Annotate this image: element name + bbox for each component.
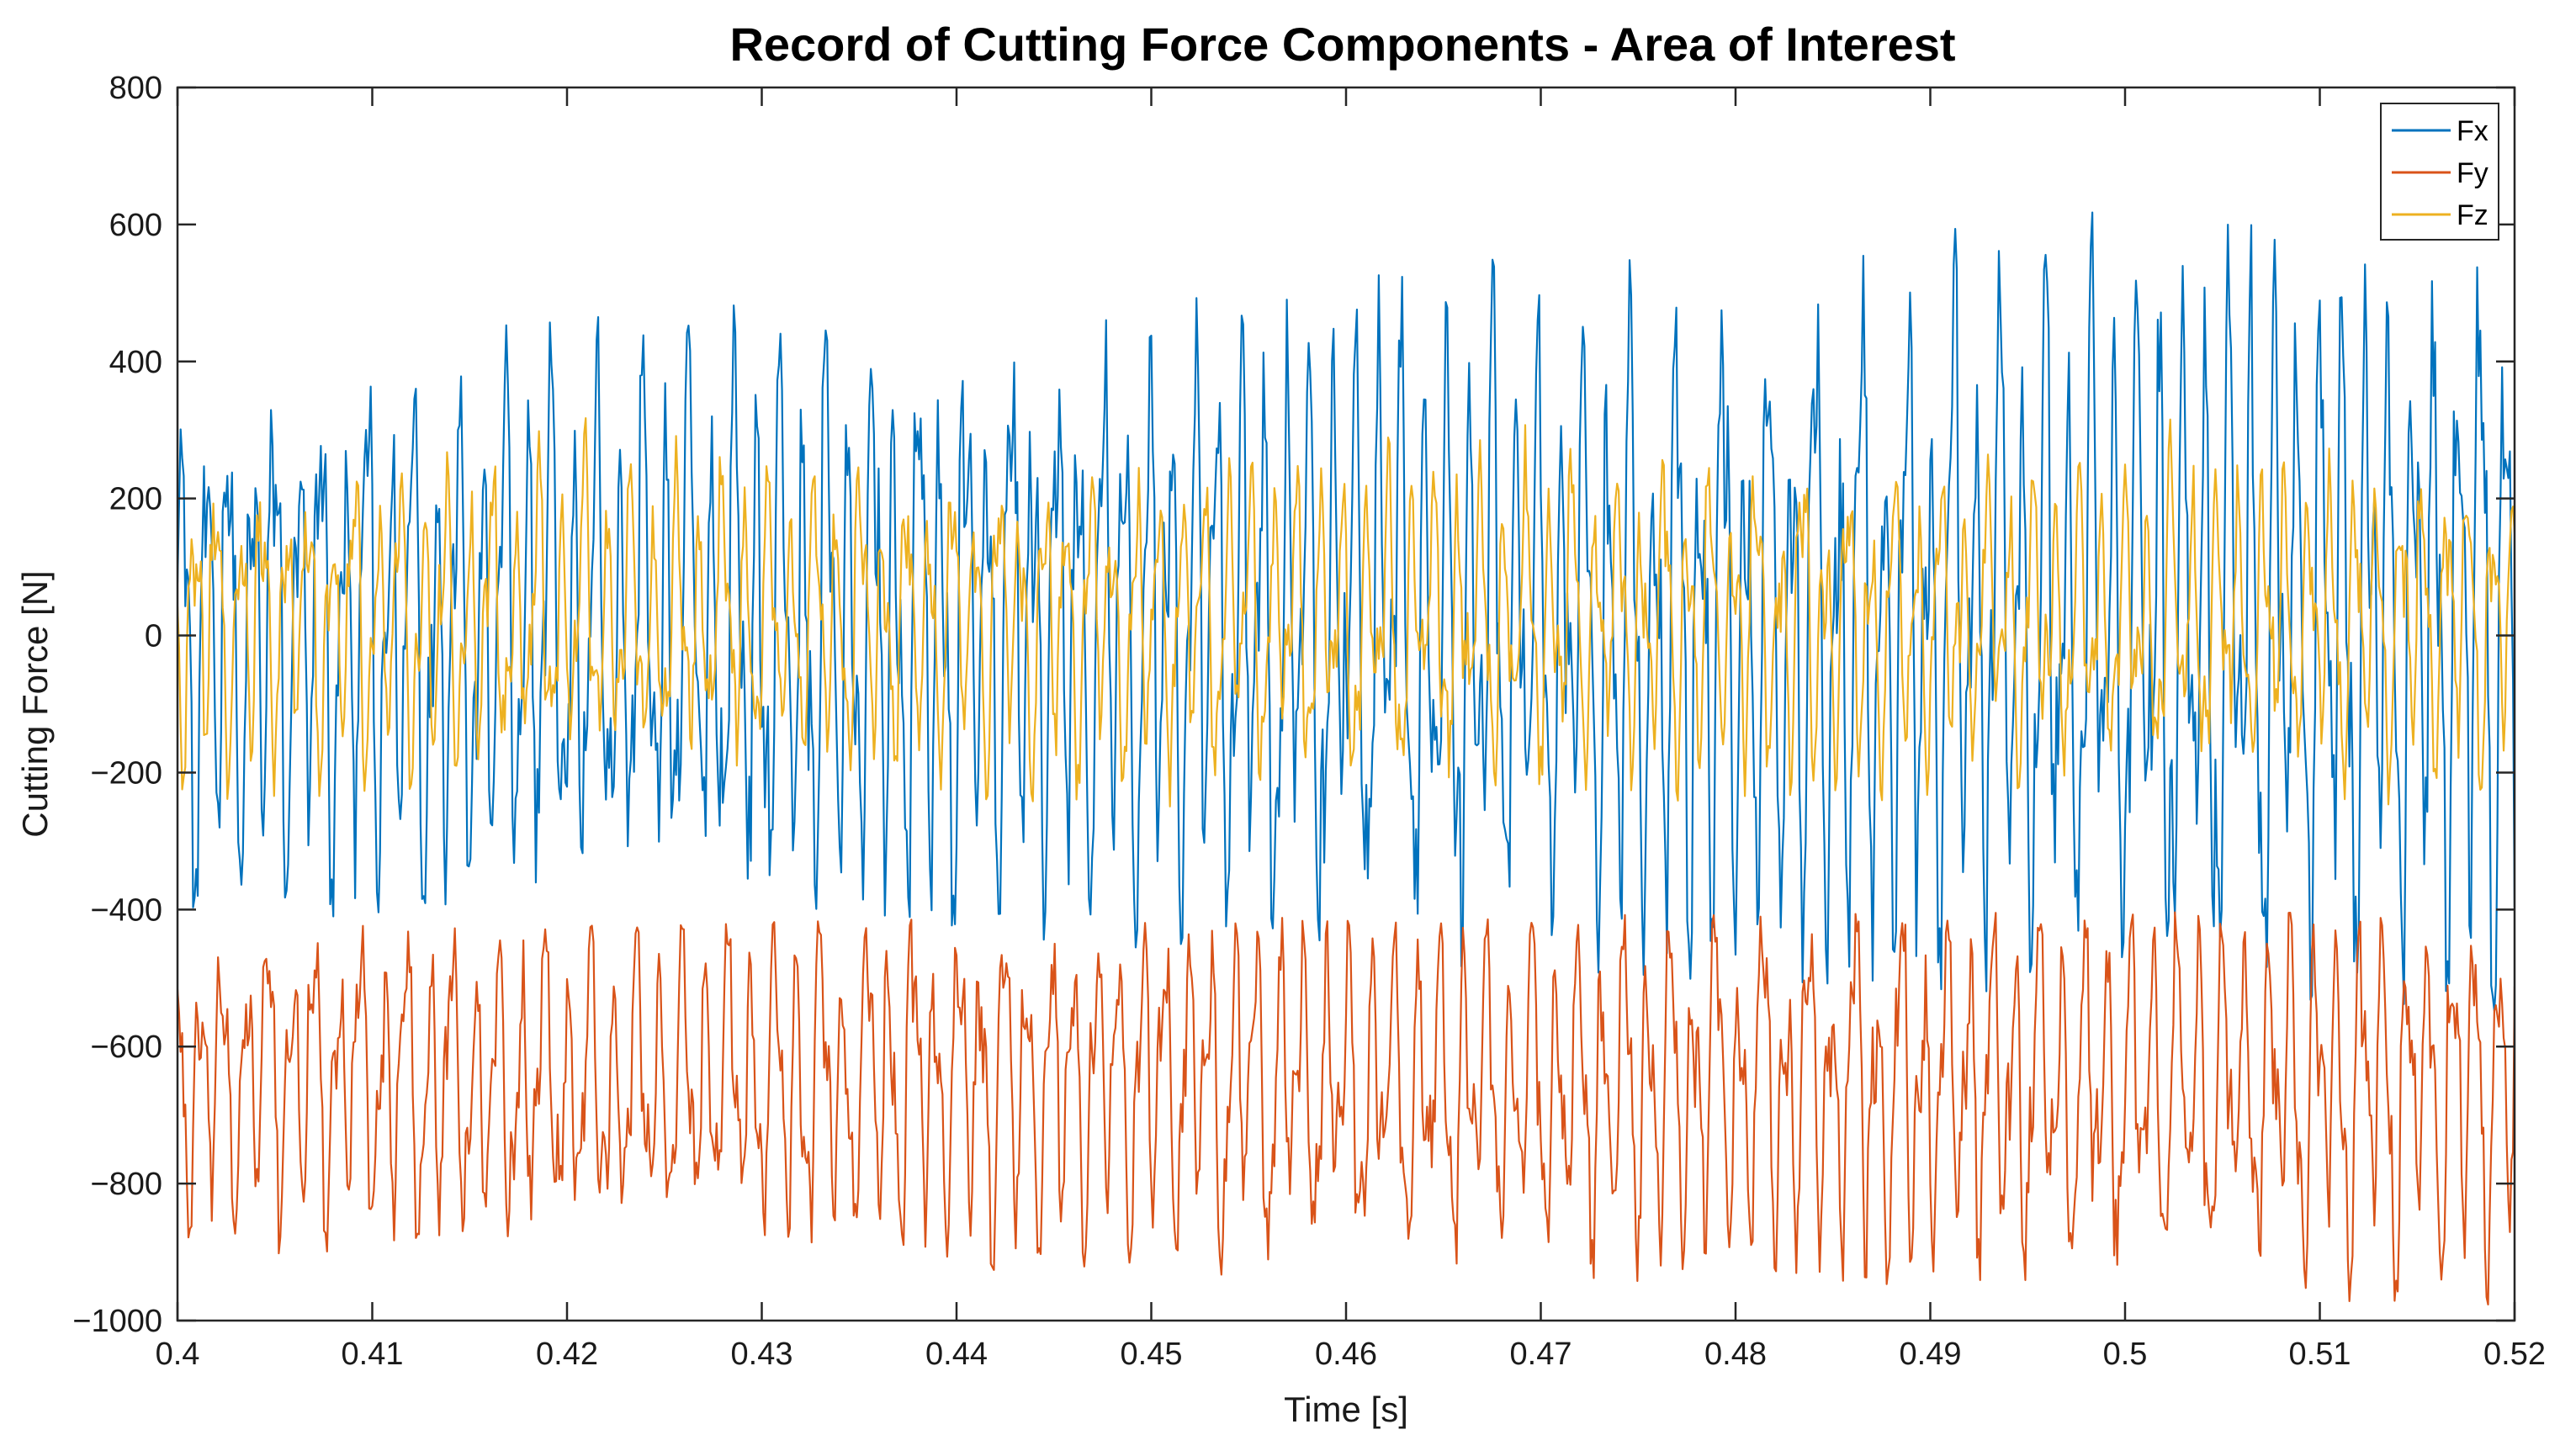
chart-title: Record of Cutting Force Components - Are… — [729, 18, 1955, 71]
x-tick-label: 0.4 — [156, 1337, 200, 1372]
series-line-fy — [178, 911, 2515, 1305]
y-tick-label: −400 — [90, 892, 162, 928]
y-tick-label: −1000 — [72, 1304, 162, 1339]
x-tick-label: 0.44 — [925, 1337, 988, 1372]
axis-ticks: 0.4 0.41 0.42 0.43 0.44 0.45 0.46 0.47 0.48 0.49 0… — [72, 71, 2546, 1372]
x-tick-label: 0.46 — [1315, 1337, 1377, 1372]
x-tick-label: 0.5 — [2103, 1337, 2148, 1372]
y-tick-label: −200 — [90, 755, 162, 791]
x-tick-label: 0.49 — [1900, 1337, 1962, 1372]
series-line-fz — [178, 417, 2515, 807]
x-tick-label: 0.42 — [536, 1337, 598, 1372]
x-tick-label: 0.48 — [1704, 1337, 1767, 1372]
legend-label-fx: Fx — [2457, 115, 2488, 147]
y-tick-label: 0 — [145, 619, 162, 654]
x-tick-label: 0.41 — [342, 1337, 404, 1372]
series-line-fx — [178, 211, 2515, 1012]
y-tick-label: 800 — [109, 71, 162, 106]
x-tick-label: 0.52 — [2483, 1337, 2546, 1372]
y-tick-label: 200 — [109, 482, 162, 517]
x-tick-label: 0.45 — [1121, 1337, 1183, 1372]
x-tick-label: 0.43 — [731, 1337, 793, 1372]
series-layer — [178, 211, 2515, 1305]
y-tick-label: −800 — [90, 1167, 162, 1202]
y-tick-label: 400 — [109, 345, 162, 380]
x-tick-label: 0.47 — [1510, 1337, 1572, 1372]
y-tick-label: −600 — [90, 1030, 162, 1065]
y-tick-label: 600 — [109, 208, 162, 243]
legend-label-fz: Fz — [2457, 199, 2488, 231]
legend: Fx Fy Fz — [2380, 103, 2499, 241]
x-axis-label: Time [s] — [1284, 1390, 1408, 1429]
y-axis-label: Cutting Force [N] — [15, 570, 55, 837]
legend-label-fy: Fy — [2457, 157, 2488, 189]
plot-area — [178, 87, 2515, 1321]
x-tick-label: 0.51 — [2289, 1337, 2351, 1372]
